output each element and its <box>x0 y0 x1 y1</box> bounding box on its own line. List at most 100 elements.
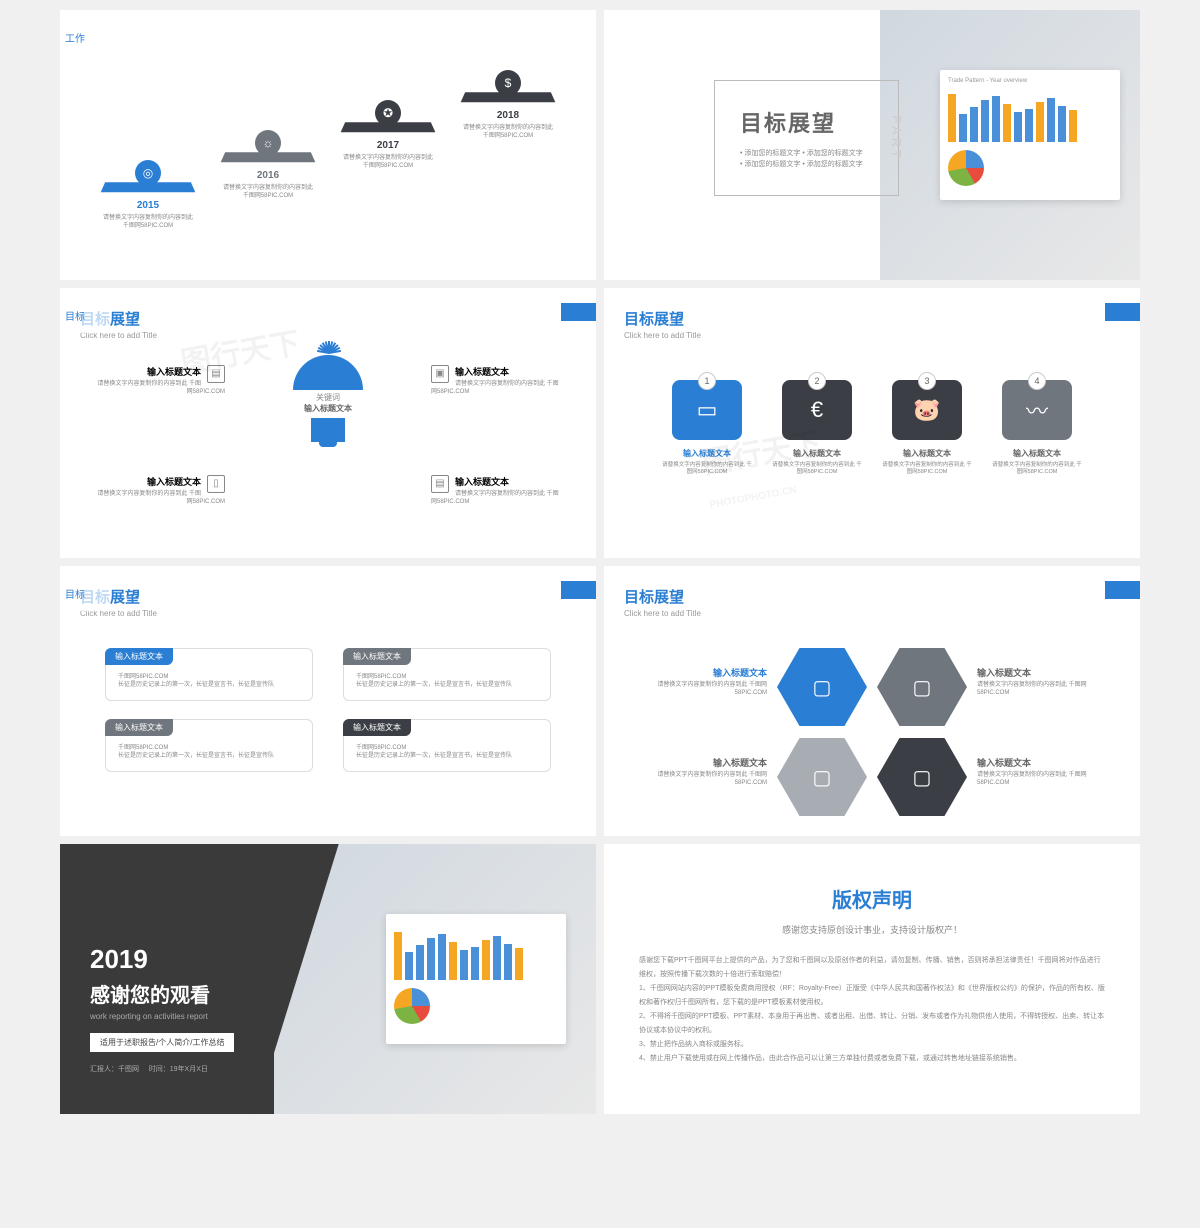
bar <box>959 114 967 142</box>
timeline-step: ◎ 2015 请替换文字内容复制你的内容到此 千图网58PIC.COM <box>103 160 193 231</box>
bulb-ray <box>329 350 341 354</box>
bar <box>504 944 512 980</box>
quad-item: ▤ 输入标题文本 请替换文字内容复制你的内容到此 千图网58PIC.COM <box>95 365 225 397</box>
quad-desc: 请替换文字内容复制你的内容到此 千图网58PIC.COM <box>95 381 225 397</box>
bar <box>981 100 989 142</box>
slide-timeline: 工作 ◎ 2015 请替换文字内容复制你的内容到此 千图网58PIC.COM☼ … <box>60 10 596 280</box>
hex-desc: 请替换文字内容复制你的内容到此 千图网58PIC.COM <box>657 682 767 698</box>
card-title: 输入标题文本 <box>992 448 1082 459</box>
hexagon: ▢ <box>777 648 867 726</box>
slide-subtitle: Click here to add Title <box>624 331 1120 340</box>
card-row: 1▭ 输入标题文本 请替换文字内容复制你的内容到此 千图网58PIC.COM 2… <box>624 380 1120 476</box>
slide-subtitle: Click here to add Title <box>80 609 576 618</box>
quad-title: 输入标题文本 <box>95 365 225 378</box>
card-desc: 请替换文字内容复制你的内容到此 千图网58PIC.COM <box>662 462 752 476</box>
bar <box>1058 106 1066 142</box>
bar <box>394 932 402 980</box>
hex-label: 输入标题文本 请替换文字内容复制你的内容到此 千图网58PIC.COM <box>977 756 1087 788</box>
icon-card: 2€ 输入标题文本 请替换文字内容复制你的内容到此 千图网58PIC.COM <box>772 380 862 476</box>
hex-title: 输入标题文本 <box>657 756 767 769</box>
timeline-step: $ 2018 请替换文字内容复制你的内容到此 千图网58PIC.COM <box>463 70 553 141</box>
slide-four-cards: 目标展望 Click here to add Title 1▭ 输入标题文本 请… <box>604 288 1140 558</box>
copyright-line: 3、禁止把作品纳入商标或服务标。 <box>639 1038 1105 1052</box>
bar <box>460 950 468 980</box>
quad-icon: ▤ <box>207 365 225 383</box>
card-icon-box: 4〰 <box>1002 380 1072 440</box>
quad-icon: ▤ <box>431 475 449 493</box>
timeline-step: ☼ 2016 请替换文字内容复制你的内容到此 千图网58PIC.COM <box>223 130 313 201</box>
bar <box>515 948 523 980</box>
quad-title: 输入标题文本 <box>95 475 225 488</box>
bar <box>438 934 446 980</box>
copyright-body: 感谢您下载PPT千图网平台上提供的产品，为了您和千图网以及原创作者的利益，请勿复… <box>624 954 1120 1066</box>
bar <box>1069 110 1077 142</box>
keyword-title: 输入标题文本 <box>80 403 576 414</box>
bar <box>992 96 1000 142</box>
bar <box>405 952 413 980</box>
quad-icon: ▣ <box>431 365 449 383</box>
card-icon-box: 1▭ <box>672 380 742 440</box>
slide-title: 目标展望 <box>80 308 576 329</box>
hex-diagram: ▢输入标题文本 请替换文字内容复制你的内容到此 千图网58PIC.COM▢输入标… <box>742 643 1002 836</box>
quad-title: 输入标题文本 <box>431 475 561 488</box>
side-label: 目标 <box>60 298 110 333</box>
quad-item: ▯ 输入标题文本 请替换文字内容复制你的内容到此 千图网58PIC.COM <box>95 475 225 507</box>
section-box: 目标展望 • 添加您的标题文字 • 添加您的标题文字 • 添加您的标题文字 • … <box>714 80 899 196</box>
quad-desc: 请替换文字内容复制你的内容到此 千图网58PIC.COM <box>95 491 225 507</box>
bar <box>471 947 479 980</box>
quad-desc: 请替换文字内容复制你的内容到此 千图网58PIC.COM <box>431 491 561 507</box>
hexagon: ▢ <box>877 648 967 726</box>
slide-title: 目标展望 <box>624 586 1120 607</box>
copyright-line: 2、不得将千图网的PPT模板、PPT素材、本身用于再出售、或者出租、出借、转让、… <box>639 1010 1105 1038</box>
box-tag: 输入标题文本 <box>105 719 173 736</box>
quad-desc: 请替换文字内容复制你的内容到此 千图网58PIC.COM <box>431 381 561 397</box>
hexagon: ▢ <box>777 738 867 816</box>
paper-title: Trade Pattern - Year overview <box>948 78 1112 84</box>
box-tag: 输入标题文本 <box>343 648 411 665</box>
hex-title: 输入标题文本 <box>657 666 767 679</box>
step-year: 2016 <box>223 170 313 181</box>
copyright-line: 4、禁止用户下载使用或在网上传播作品，由此合作品可以让第三方单独付费或者免费下载… <box>639 1052 1105 1066</box>
bar <box>970 107 978 142</box>
quad-item: ▣ 输入标题文本 请替换文字内容复制你的内容到此 千图网58PIC.COM <box>431 365 561 397</box>
bar <box>1025 109 1033 142</box>
card-number: 4 <box>1028 372 1046 390</box>
hex-title: 输入标题文本 <box>977 756 1087 769</box>
quad-title: 输入标题文本 <box>431 365 561 378</box>
timeline-step: ✪ 2017 请替换文字内容复制你的内容到此 千图网58PIC.COM <box>343 100 433 171</box>
slide-lightbulb: 目标 目标展望 Click here to add Title 关键词 输入标题… <box>60 288 596 558</box>
bar <box>449 942 457 980</box>
bar-chart <box>948 92 1112 142</box>
bar <box>482 940 490 980</box>
hex-desc: 请替换文字内容复制你的内容到此 千图网58PIC.COM <box>657 772 767 788</box>
text-box: 输入标题文本 千图网58PIC.COM 长征是历史记录上的第一次，长征是宣言书，… <box>343 719 551 772</box>
slide-text-boxes: 目标 目标展望 Click here to add Title 输入标题文本 千… <box>60 566 596 836</box>
step-desc: 请替换文字内容复制你的内容到此 千图网58PIC.COM <box>103 215 193 231</box>
timeline-steps: ◎ 2015 请替换文字内容复制你的内容到此 千图网58PIC.COM ☼ 201… <box>80 30 576 231</box>
hexagon: ▢ <box>877 738 967 816</box>
slide-thanks: 目标 2019 感谢您的观看 work reporting on activit… <box>60 844 596 1114</box>
bar <box>493 936 501 980</box>
step-icon: ◎ <box>135 160 161 186</box>
bar <box>948 94 956 142</box>
corner-accent <box>1105 303 1140 321</box>
step-desc: 请替换文字内容复制你的内容到此 千图网58PIC.COM <box>223 185 313 201</box>
box-grid: 输入标题文本 千图网58PIC.COM 长征是历史记录上的第一次，长征是宣言书，… <box>80 648 576 772</box>
box-body: 千图网58PIC.COM 长征是历史记录上的第一次，长征是宣言书，长征是宣传队 <box>118 744 300 761</box>
bar <box>1036 102 1044 142</box>
card-number: 2 <box>808 372 826 390</box>
corner-accent <box>561 303 596 321</box>
hex-label: 输入标题文本 请替换文字内容复制你的内容到此 千图网58PIC.COM <box>977 666 1087 698</box>
card-title: 输入标题文本 <box>772 448 862 459</box>
card-icon-box: 3🐷 <box>892 380 962 440</box>
copyright-title: 版权声明 <box>624 884 1120 913</box>
chart-paper: Trade Pattern - Year overview <box>940 70 1120 200</box>
box-tag: 输入标题文本 <box>105 648 173 665</box>
bulb-top <box>293 355 363 390</box>
step-icon: $ <box>495 70 521 96</box>
bar <box>427 938 435 980</box>
hex-label: 输入标题文本 请替换文字内容复制你的内容到此 千图网58PIC.COM <box>657 756 767 788</box>
box-body: 千图网58PIC.COM 长征是历史记录上的第一次，长征是宣言书，长征是宣传队 <box>356 673 538 690</box>
bar <box>1003 104 1011 142</box>
bar <box>1014 112 1022 142</box>
